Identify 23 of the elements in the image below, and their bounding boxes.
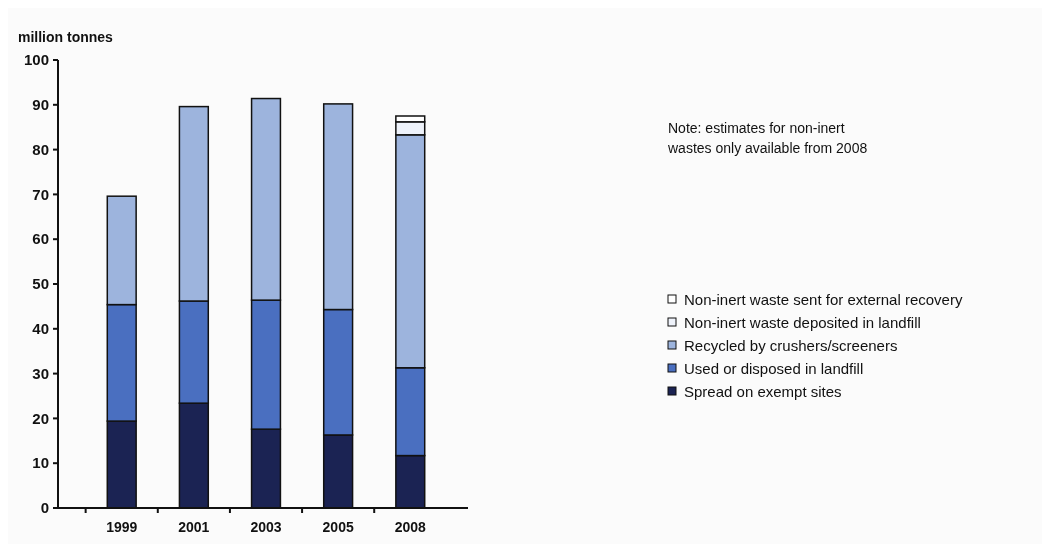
y-tick-label: 60	[32, 230, 49, 248]
x-tick-label: 2003	[250, 519, 282, 535]
x-tick-label: 2001	[178, 519, 210, 535]
y-tick-label: 80	[32, 140, 49, 158]
text: Note: estimates for non-inert wastes only available from 2008	[667, 120, 868, 156]
y-tick-label: 90	[32, 96, 49, 114]
y-tick-label: 10	[32, 454, 49, 472]
y-tick-label: 100	[23, 51, 49, 69]
legend-label: Spread on exempt sites	[684, 383, 842, 401]
legend-label: Non-inert waste sent for external recovery	[684, 291, 963, 309]
y-axis-title: million tonnes	[18, 29, 114, 45]
x-tick-label: 1999	[106, 519, 138, 535]
y-tick-label: 40	[32, 320, 49, 338]
y-tick-label: 20	[32, 409, 49, 427]
y-tick-label: 30	[32, 364, 49, 382]
legend-label: Used or disposed in landfill	[684, 360, 864, 378]
y-tick-label: 50	[32, 275, 49, 293]
legend-label: Recycled by crushers/screeners	[684, 337, 898, 355]
x-tick-label: 2008	[394, 519, 427, 535]
x-tick-label: 2005	[322, 519, 354, 535]
y-tick-label: 70	[32, 185, 49, 203]
legend-label: Non-inert waste deposited in landfill	[684, 314, 921, 332]
y-tick-label: 0	[40, 499, 49, 517]
